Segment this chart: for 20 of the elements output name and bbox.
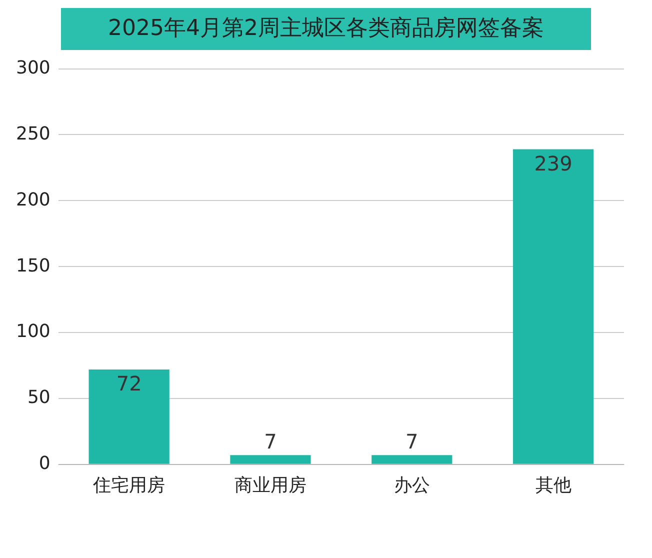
data-label: 7 bbox=[264, 429, 277, 454]
chart-title: 2025年4月第2周主城区各类商品房网签备案 bbox=[108, 16, 544, 41]
x-tick-label: 住宅用房 bbox=[92, 474, 166, 496]
x-tick-label: 商业用房 bbox=[234, 474, 306, 496]
data-label: 72 bbox=[116, 372, 142, 396]
bar bbox=[88, 369, 170, 464]
y-tick-label: 150 bbox=[16, 255, 50, 276]
bar bbox=[372, 455, 452, 464]
y-tick-label: 0 bbox=[38, 453, 50, 474]
y-tick-label: 250 bbox=[16, 123, 50, 144]
data-label: 7 bbox=[406, 429, 418, 454]
y-tick-label: 50 bbox=[27, 387, 50, 408]
x-tick-label: 其他 bbox=[535, 474, 572, 496]
y-tick-label: 100 bbox=[16, 321, 50, 342]
data-label: 239 bbox=[534, 151, 572, 176]
y-tick-label: 200 bbox=[16, 189, 50, 210]
y-tick-label: 300 bbox=[16, 57, 50, 78]
bar bbox=[230, 455, 311, 464]
x-tick-label: 办公 bbox=[394, 474, 430, 496]
bar bbox=[512, 149, 594, 464]
